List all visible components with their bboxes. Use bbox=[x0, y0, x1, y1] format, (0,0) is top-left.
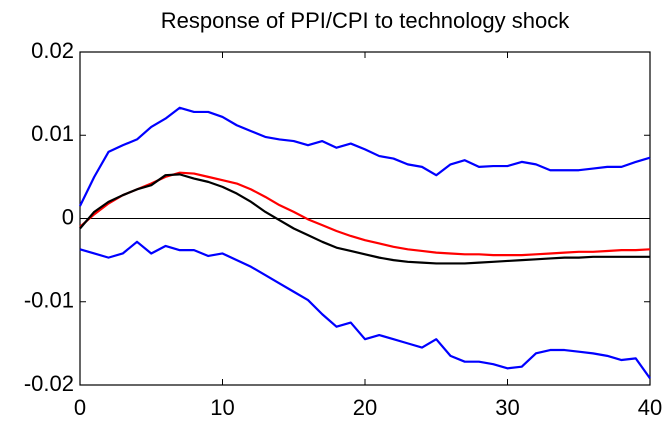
series-line bbox=[79, 173, 650, 265]
y-tick-label: 0.02 bbox=[31, 38, 74, 63]
x-tick-label: 30 bbox=[495, 395, 519, 420]
series-line bbox=[79, 240, 651, 379]
x-tick-label: 40 bbox=[638, 395, 662, 420]
y-tick-label: -0.02 bbox=[24, 371, 74, 396]
y-tick-label: 0.01 bbox=[31, 121, 74, 146]
y-tick-label: 0 bbox=[62, 204, 74, 229]
x-tick-label: 0 bbox=[74, 395, 86, 420]
series-line bbox=[79, 106, 651, 207]
x-tick-label: 10 bbox=[210, 395, 234, 420]
chart-title: Response of PPI/CPI to technology shock bbox=[161, 8, 570, 33]
series-line bbox=[79, 171, 651, 257]
y-tick-label: -0.01 bbox=[24, 288, 74, 313]
x-tick-label: 20 bbox=[353, 395, 377, 420]
